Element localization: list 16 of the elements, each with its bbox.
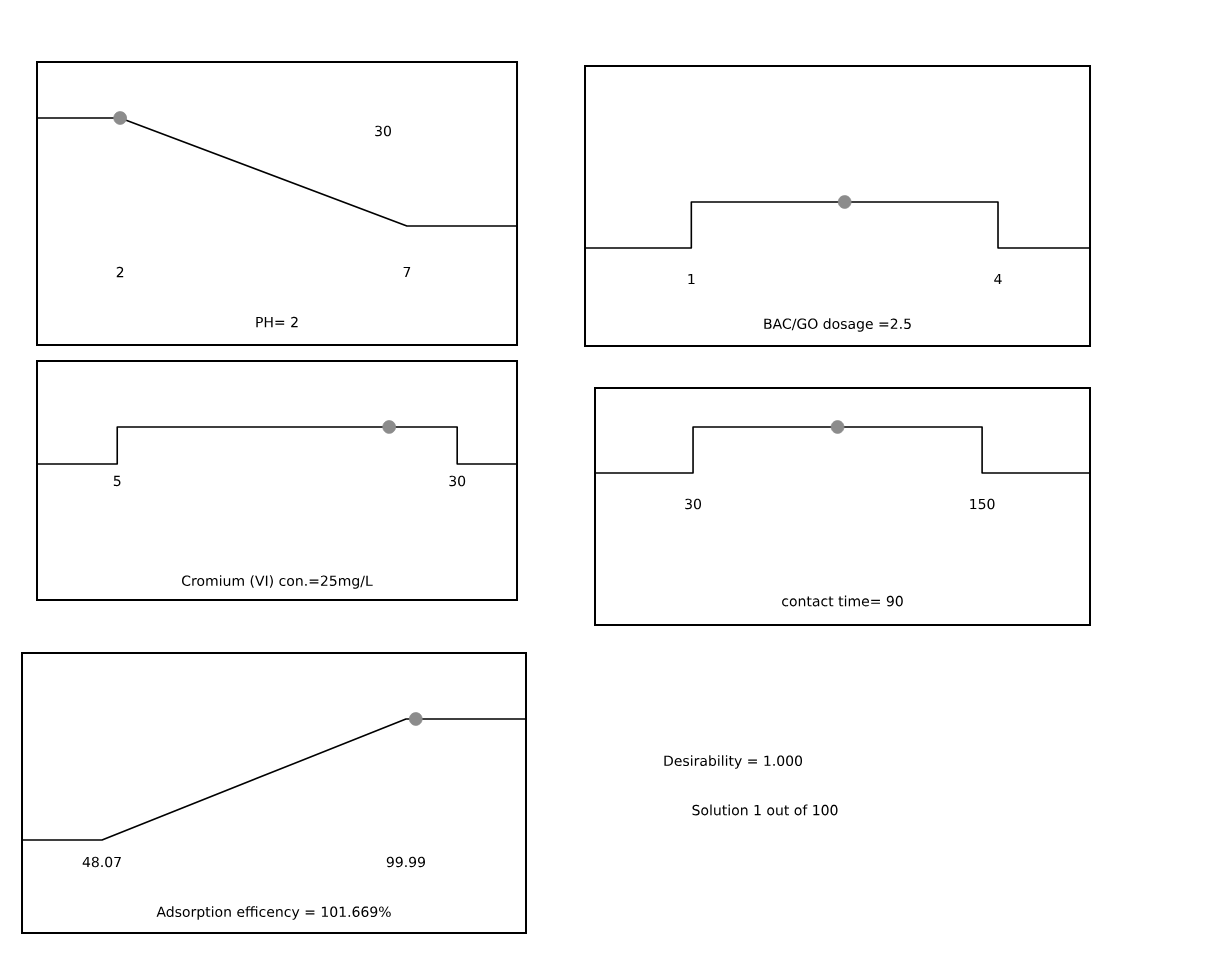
- annotation: 30: [375, 125, 391, 137]
- x-axis-title: PH= 2: [256, 316, 298, 328]
- x-tick-label: 99.99: [386, 856, 425, 868]
- x-axis-title: BAC/GO dosage =2.5: [764, 318, 911, 332]
- x-axis-title: contact time= 90: [782, 595, 903, 607]
- x-tick-label: 150: [970, 498, 995, 510]
- x-tick-label: 48.07: [82, 856, 121, 868]
- text: Solution 1 out of 100: [692, 804, 838, 816]
- x-axis-title: Adsorption efficency = 101.669%: [156, 906, 391, 920]
- x-tick-label: 5: [113, 475, 121, 487]
- x-tick-label: 2: [116, 266, 124, 278]
- text: Desirability = 1.000: [664, 755, 803, 769]
- x-tick-label: 1: [688, 273, 695, 285]
- x-axis-title: Cromium (VI) con.=25mg/L: [182, 575, 373, 589]
- x-tick-label: 4: [994, 273, 1002, 285]
- x-tick-label: 7: [403, 266, 411, 278]
